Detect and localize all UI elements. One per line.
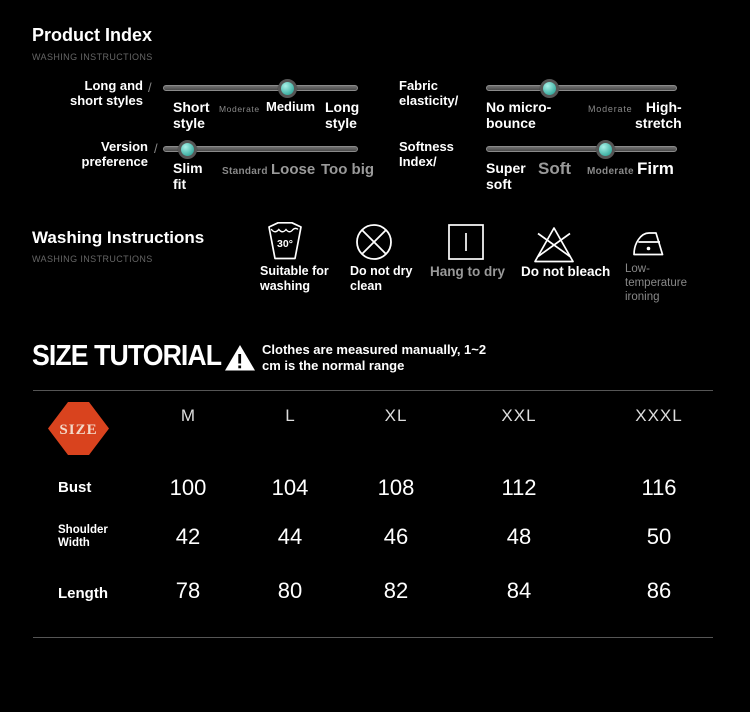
svg-text:SIZE: SIZE [59,422,97,438]
svg-text:30°: 30° [277,238,293,250]
